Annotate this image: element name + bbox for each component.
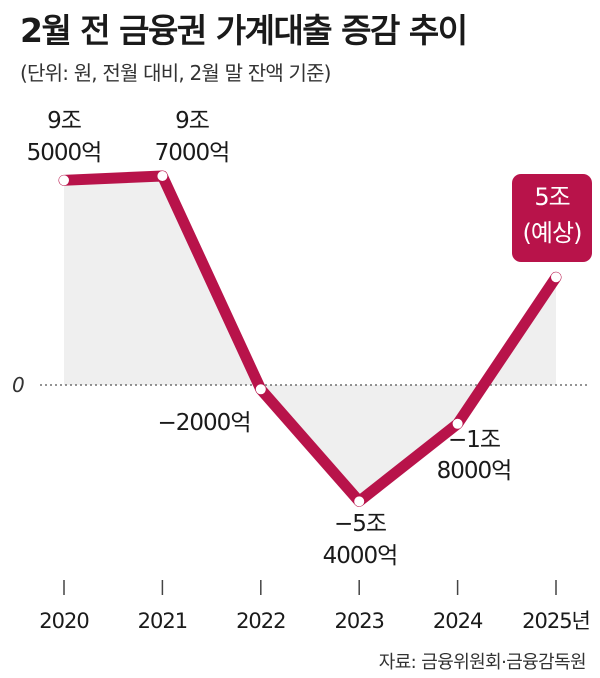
data-point-2022 bbox=[255, 384, 266, 395]
x-tick-label-1: 2021 bbox=[138, 609, 187, 633]
data-label-3-0: −5조 bbox=[334, 511, 386, 537]
x-tick-label-4: 2024 bbox=[433, 609, 483, 633]
zero-label: 0 bbox=[12, 373, 25, 397]
projected-label-box bbox=[512, 174, 592, 262]
data-label-2-0: −2000억 bbox=[158, 410, 251, 436]
x-tick-label-0: 2020 bbox=[39, 609, 88, 633]
x-tick-label-5: 2025년 bbox=[522, 609, 590, 633]
projected-label-0: 5조 bbox=[534, 183, 569, 211]
data-label-3-1: 4000억 bbox=[323, 543, 398, 569]
x-tick-label-3: 2023 bbox=[334, 609, 383, 633]
data-label-0-1: 5000억 bbox=[27, 140, 102, 166]
data-label-1-0: 9조 bbox=[175, 108, 209, 134]
source-note: 자료: 금융위원회·금융감독원 bbox=[378, 652, 587, 673]
data-point-2021 bbox=[157, 171, 168, 181]
data-point-2024 bbox=[452, 418, 463, 429]
chart-title: 2월 전 금융권 가계대출 증감 추이 bbox=[20, 11, 468, 50]
data-label-0-0: 9조 bbox=[47, 108, 81, 134]
data-point-2025년 bbox=[551, 272, 561, 283]
chart-subtitle: (단위: 원, 전월 대비, 2월 말 잔액 기준) bbox=[20, 61, 331, 85]
data-point-2023 bbox=[354, 496, 365, 507]
x-tick-label-2: 2022 bbox=[236, 609, 285, 633]
data-label-1-1: 7000억 bbox=[155, 140, 230, 166]
data-label-4-1: 8000억 bbox=[437, 458, 512, 484]
data-label-4-0: −1조 bbox=[448, 427, 500, 453]
series-line bbox=[58, 170, 562, 507]
projected-label-1: (예상) bbox=[523, 219, 582, 247]
area-fill bbox=[64, 176, 556, 502]
data-point-2020 bbox=[59, 175, 69, 186]
